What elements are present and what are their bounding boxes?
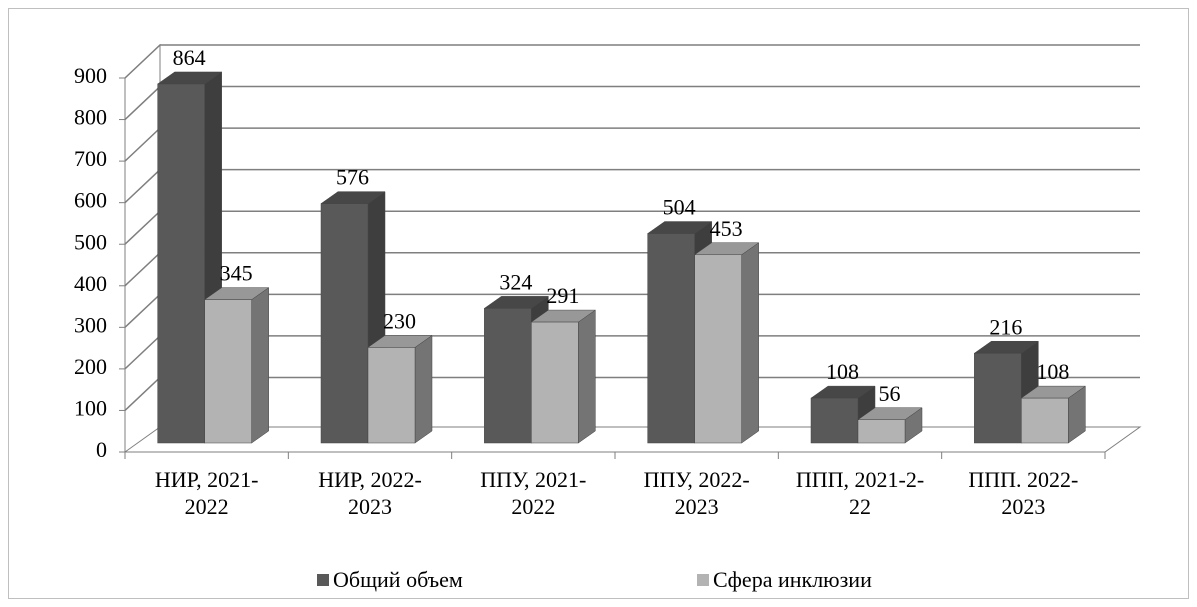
bar-side <box>741 242 759 444</box>
legend-item: Сфера инклюзии <box>697 567 872 593</box>
bar <box>857 419 906 444</box>
bar <box>157 83 205 444</box>
y-tick-label: 900 <box>74 63 107 88</box>
y-tick-label: 400 <box>74 271 107 296</box>
value-label: 216 <box>989 314 1022 339</box>
grid-line <box>124 127 1140 162</box>
bar <box>484 308 532 444</box>
bar <box>810 397 859 444</box>
value-label: 324 <box>499 269 532 294</box>
grid-line <box>124 252 1140 287</box>
value-label: 504 <box>663 195 696 220</box>
bar <box>1021 397 1069 444</box>
x-tick-label: НИР, 2021-2022 <box>154 467 259 519</box>
y-tick-label: 700 <box>74 146 107 171</box>
bar-side <box>414 334 433 444</box>
bar <box>320 203 369 444</box>
y-tick-label: 500 <box>74 229 107 254</box>
legend-item: Общий объем <box>317 567 463 593</box>
legend-label: Общий объем <box>333 567 463 592</box>
bar <box>204 299 252 444</box>
grid-line <box>124 293 1140 328</box>
bar <box>974 352 1022 444</box>
y-tick-label: 0 <box>96 437 107 462</box>
value-label: 230 <box>383 308 416 333</box>
grid-line <box>124 168 1140 204</box>
grid-line <box>124 210 1140 245</box>
bar <box>531 321 579 444</box>
bar-side <box>578 309 596 444</box>
bar <box>367 347 416 444</box>
y-tick-label: 800 <box>74 105 107 130</box>
bar-side <box>251 287 269 444</box>
y-tick-label: 200 <box>74 354 107 379</box>
bar <box>694 254 742 444</box>
value-label: 576 <box>336 165 369 190</box>
wall <box>124 43 161 419</box>
value-label: 453 <box>710 216 743 241</box>
x-tick-label: ППП, 2021-2-22 <box>795 467 925 519</box>
value-label: 108 <box>826 359 859 384</box>
x-tick-label: ППУ, 2022-2023 <box>643 467 750 519</box>
x-tick-label: ППП. 2022-2023 <box>968 467 1079 519</box>
value-label: 56 <box>879 381 901 406</box>
x-tick-label: НИР, 2022-2023 <box>318 467 422 519</box>
grid-line <box>124 85 1140 121</box>
chart-frame <box>8 8 1189 599</box>
x-tick-label: ППУ, 2021-2022 <box>480 467 587 519</box>
y-tick-label: 300 <box>74 312 107 337</box>
value-label: 108 <box>1036 359 1069 384</box>
legend-label: Сфера инклюзии <box>713 567 872 592</box>
value-label: 345 <box>220 261 253 286</box>
value-label: 291 <box>546 283 579 308</box>
grid-line <box>124 44 1140 79</box>
value-label: 864 <box>173 45 206 70</box>
legend-swatch <box>317 574 329 586</box>
bar <box>647 233 695 444</box>
y-tick-label: 600 <box>74 188 107 213</box>
y-tick-label: 100 <box>74 395 107 420</box>
legend-swatch <box>697 574 709 586</box>
